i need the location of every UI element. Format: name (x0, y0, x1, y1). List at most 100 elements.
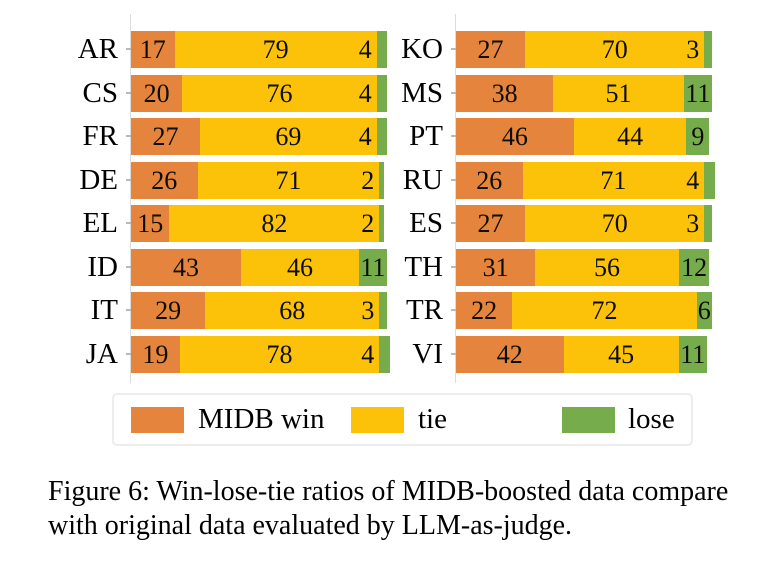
axis-tick (125, 162, 131, 199)
value-label-tie: 56 (594, 252, 621, 282)
segment-win: 31 (456, 248, 536, 286)
value-label-win: 46 (501, 122, 528, 151)
legend-swatch-tie (351, 407, 404, 433)
value-label-tie: 71 (600, 165, 627, 195)
stacked-bar-tr: 22 72 6 (456, 292, 712, 329)
segment-lose (376, 31, 387, 68)
segment-lose (376, 74, 387, 112)
segment-tie: 69 (200, 118, 377, 155)
stacked-bar-ja: 19 78 4 (131, 335, 390, 373)
row-label-th: TH (404, 250, 443, 283)
stacked-bar-ko: 27 70 3 (456, 31, 712, 68)
value-label-win: 26 (151, 165, 178, 195)
value-label-win: 29 (155, 296, 182, 325)
bar-row-ms: MS 38 51 11 (382, 74, 715, 112)
segment-lose (704, 205, 712, 242)
stacked-bar-el: 15 82 2 (131, 205, 385, 242)
segment-win: 19 (131, 335, 180, 373)
segment-lose (379, 292, 387, 329)
value-label-win: 42 (496, 339, 523, 369)
segment-lose: 11 (678, 335, 707, 373)
axis-tick (450, 162, 456, 199)
row-label-cs: CS (82, 76, 118, 109)
value-label-lose: 2 (361, 209, 375, 238)
chart-column-left: AR 17 79 4 CS 20 76 4 FR 27 69 4 DE 26 71 2 EL 15 82 2 ID 43 4… (0, 31, 390, 379)
row-label-de: DE (79, 163, 118, 196)
axis-tick (450, 205, 456, 242)
segment-tie: 82 (169, 205, 380, 242)
stacked-bar-id: 43 46 11 (131, 248, 387, 286)
segment-lose (379, 335, 390, 373)
axis-tick (450, 75, 456, 112)
value-label-lose: 9 (691, 122, 705, 151)
value-label-lose: 4 (358, 122, 372, 151)
stacked-bar-vi: 42 45 11 (456, 335, 707, 373)
legend-label-midb-win: MIDB win (198, 403, 325, 435)
segment-win: 26 (456, 161, 523, 199)
value-label-lose: 3 (686, 35, 700, 64)
stacked-bar-fr: 27 69 4 (131, 118, 387, 155)
stacked-bar-ar: 17 79 4 (131, 31, 387, 68)
segment-tie: 68 (205, 292, 380, 329)
caption-line-2: with original data evaluated by LLM-as-j… (48, 510, 573, 541)
left-y-axis-line (130, 14, 131, 383)
segment-tie: 70 (525, 31, 705, 68)
value-label-win: 27 (477, 209, 504, 238)
caption-line-1: Figure 6: Win-lose-tie ratios of MIDB-bo… (48, 476, 729, 507)
value-label-win: 19 (142, 339, 169, 369)
segment-tie: 71 (197, 161, 380, 199)
segment-win: 43 (131, 248, 242, 286)
segment-tie: 56 (535, 248, 679, 286)
segment-tie: 46 (241, 248, 359, 286)
row-label-id: ID (87, 250, 118, 283)
value-label-tie: 70 (601, 35, 628, 64)
bar-row-el: EL 15 82 2 (0, 205, 390, 242)
value-label-win: 31 (482, 252, 509, 282)
stacked-bar-cs: 20 76 4 (131, 74, 387, 112)
segment-tie: 44 (573, 118, 687, 155)
value-label-lose: 11 (685, 78, 711, 108)
row-label-fr: FR (82, 120, 118, 152)
right-y-axis-line (455, 14, 456, 383)
axis-tick (125, 31, 131, 68)
segment-lose (376, 118, 387, 155)
value-label-lose: 11 (360, 252, 386, 282)
value-label-tie: 71 (275, 165, 302, 195)
row-label-pt: PT (409, 120, 443, 152)
value-label-win: 27 (477, 35, 504, 64)
segment-tie: 78 (179, 335, 380, 373)
bar-row-fr: FR 27 69 4 (0, 118, 390, 155)
value-label-lose: 4 (686, 165, 700, 195)
bar-row-pt: PT 46 44 9 (382, 118, 715, 155)
bar-row-th: TH 31 56 12 (382, 248, 715, 286)
legend-swatch-midb-win (131, 407, 184, 433)
segment-win: 29 (131, 292, 206, 329)
bar-row-id: ID 43 46 11 (0, 248, 390, 286)
bar-row-it: IT 29 68 3 (0, 292, 390, 329)
segment-win: 46 (456, 118, 574, 155)
value-label-lose: 2 (361, 165, 375, 195)
axis-tick (125, 249, 131, 286)
axis-tick (125, 205, 131, 242)
value-label-tie: 78 (266, 339, 293, 369)
segment-win: 22 (456, 292, 513, 329)
axis-tick (125, 292, 131, 329)
segment-tie: 70 (525, 205, 705, 242)
value-label-lose: 12 (681, 252, 708, 282)
value-label-tie: 46 (286, 252, 313, 282)
value-label-win: 43 (173, 252, 200, 282)
value-label-tie: 79 (262, 35, 289, 64)
stacked-bar-it: 29 68 3 (131, 292, 387, 329)
row-label-it: IT (90, 294, 118, 326)
value-label-tie: 45 (608, 339, 635, 369)
chart-column-right: KO 27 70 3 MS 38 51 11 PT 46 44 9 RU 26 71 4 ES 27 70 3 TH 31… (382, 31, 715, 379)
axis-tick (450, 31, 456, 68)
axis-tick (450, 336, 456, 373)
value-label-lose: 11 (680, 339, 706, 369)
segment-win: 20 (131, 74, 183, 112)
value-label-win: 38 (491, 78, 518, 108)
row-label-ms: MS (401, 76, 443, 109)
stacked-bar-th: 31 56 12 (456, 248, 710, 286)
value-label-lose: 6 (697, 296, 711, 325)
segment-lose (379, 161, 385, 199)
